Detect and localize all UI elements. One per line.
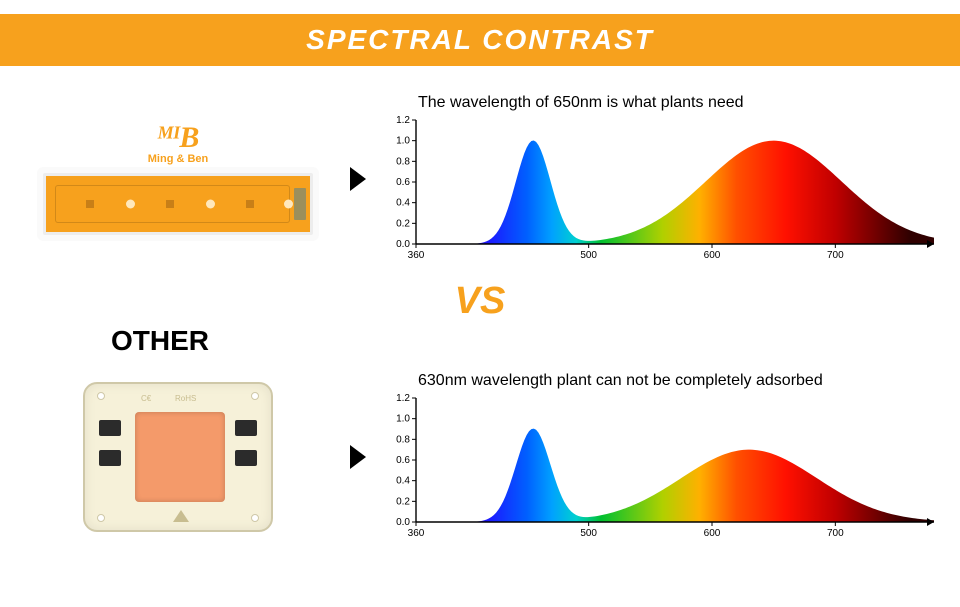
row-other: C€ RoHS 630nm wavelength plant can not b…	[0, 357, 960, 557]
row-brand: ᴹᴵB Ming & Ben The wavelength of 650nm i…	[0, 84, 960, 274]
chip-hole	[97, 514, 105, 522]
svg-text:1.2: 1.2	[396, 393, 410, 404]
led-dot	[206, 200, 215, 209]
chip-warning-icon	[173, 510, 189, 522]
led-dot	[246, 200, 254, 208]
chip-rohs: RoHS	[175, 394, 196, 403]
svg-text:500: 500	[580, 250, 597, 261]
led-dot	[126, 200, 135, 209]
svg-text:700: 700	[827, 250, 844, 261]
svg-text:0.8: 0.8	[396, 434, 410, 445]
svg-text:0.2: 0.2	[396, 496, 410, 507]
svg-text:600: 600	[704, 250, 721, 261]
chip-pad	[235, 420, 257, 436]
svg-text:0.0: 0.0	[396, 517, 410, 528]
svg-text:600: 600	[704, 528, 721, 539]
svg-text:360: 360	[408, 528, 425, 539]
arrow-icon	[350, 445, 366, 469]
chip-ce: C€	[141, 394, 151, 403]
brand-product-col: ᴹᴵB Ming & Ben	[20, 123, 336, 235]
vs-label: VS	[0, 280, 960, 323]
cob-chip: C€ RoHS	[83, 382, 273, 532]
svg-text:0.4: 0.4	[396, 198, 410, 209]
chip-pad	[235, 450, 257, 466]
led-strip	[43, 173, 313, 235]
svg-text:0.2: 0.2	[396, 218, 410, 229]
svg-text:1.0: 1.0	[396, 136, 410, 147]
chart2-col: 630nm wavelength plant can not be comple…	[380, 372, 940, 542]
svg-text:0.6: 0.6	[396, 455, 410, 466]
svg-text:1.0: 1.0	[396, 414, 410, 425]
chip-hole	[97, 392, 105, 400]
chart1: 0.0 0.2 0.4 0.6 0.8 1.0 1.2 360 500 600 700	[380, 114, 940, 264]
title-banner: SPECTRAL CONTRAST	[0, 14, 960, 66]
svg-text:0.0: 0.0	[396, 239, 410, 250]
title-text: SPECTRAL CONTRAST	[306, 24, 654, 56]
other-label: OTHER	[0, 325, 320, 357]
other-product-col: C€ RoHS	[20, 382, 336, 532]
led-dot	[284, 200, 293, 209]
chart1-col: The wavelength of 650nm is what plants n…	[380, 94, 940, 264]
brand-logo-block: ᴹᴵB Ming & Ben	[148, 123, 209, 165]
chart1-title: The wavelength of 650nm is what plants n…	[418, 94, 940, 112]
arrow-icon	[350, 167, 366, 191]
brand-name: Ming & Ben	[148, 153, 209, 165]
chart2-title: 630nm wavelength plant can not be comple…	[418, 372, 940, 390]
svg-text:1.2: 1.2	[396, 115, 410, 126]
chip-hole	[251, 392, 259, 400]
svg-text:700: 700	[827, 528, 844, 539]
chip-hole	[251, 514, 259, 522]
svg-text:360: 360	[408, 250, 425, 261]
svg-text:0.6: 0.6	[396, 177, 410, 188]
chip-pad	[99, 450, 121, 466]
svg-text:0.4: 0.4	[396, 476, 410, 487]
svg-text:0.8: 0.8	[396, 156, 410, 167]
led-dot	[86, 200, 94, 208]
svg-text:500: 500	[580, 528, 597, 539]
led-dot	[166, 200, 174, 208]
led-strip-connector	[294, 188, 306, 219]
chip-core	[135, 412, 225, 502]
chip-pad	[99, 420, 121, 436]
brand-logo: ᴹᴵB	[157, 123, 200, 153]
chart2: 0.0 0.2 0.4 0.6 0.8 1.0 1.2 360 500 600 700	[380, 392, 940, 542]
